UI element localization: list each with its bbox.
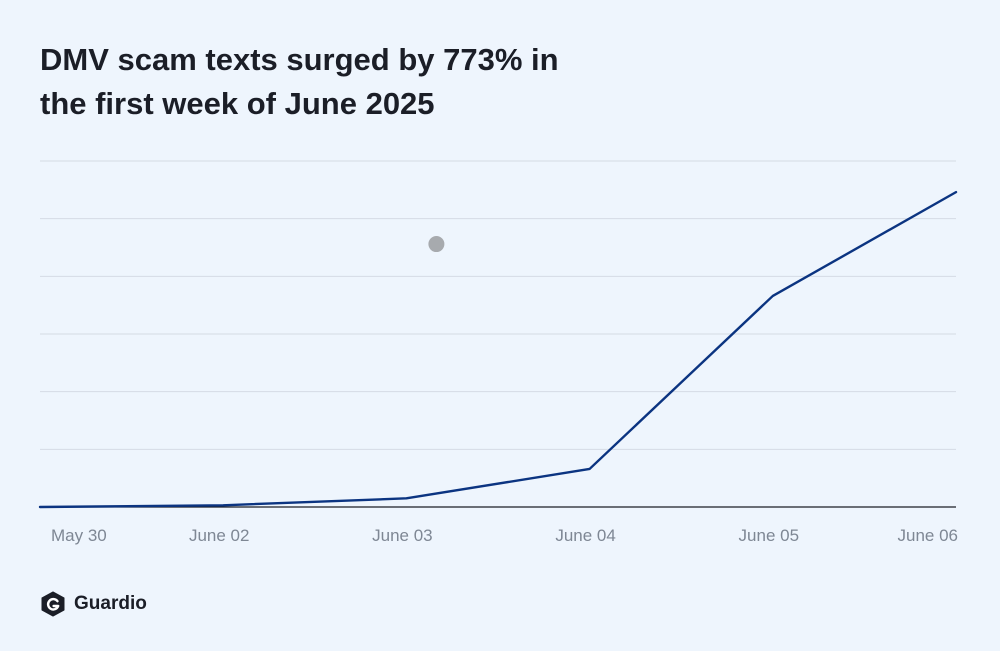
grid-lines bbox=[40, 160, 956, 450]
annotation-marker bbox=[428, 236, 445, 253]
series-line bbox=[38, 190, 958, 509]
guardio-shield-g-icon bbox=[41, 591, 65, 617]
x-tick-label: June 05 bbox=[739, 526, 800, 545]
chart-title-line-2: the first week of June 2025 bbox=[40, 86, 435, 121]
annotations bbox=[428, 236, 445, 253]
x-tick-label: May 30 bbox=[51, 526, 107, 545]
x-tick-label: June 06 bbox=[898, 526, 959, 545]
x-tick-labels: May 30 June 02 June 03 June 04 June 05 June 0… bbox=[51, 526, 958, 545]
brand-logo: Guardio bbox=[40, 591, 147, 617]
x-tick-label: June 02 bbox=[189, 526, 250, 545]
x-tick-label: June 04 bbox=[555, 526, 616, 545]
x-tick-label: June 03 bbox=[372, 526, 433, 545]
chart-title-line-1: DMV scam texts surged by 773% in bbox=[40, 42, 559, 77]
brand-name: Guardio bbox=[74, 593, 147, 614]
series-lines bbox=[38, 190, 958, 509]
chart-title: DMV scam texts surged by 773% in the fir… bbox=[40, 38, 740, 126]
